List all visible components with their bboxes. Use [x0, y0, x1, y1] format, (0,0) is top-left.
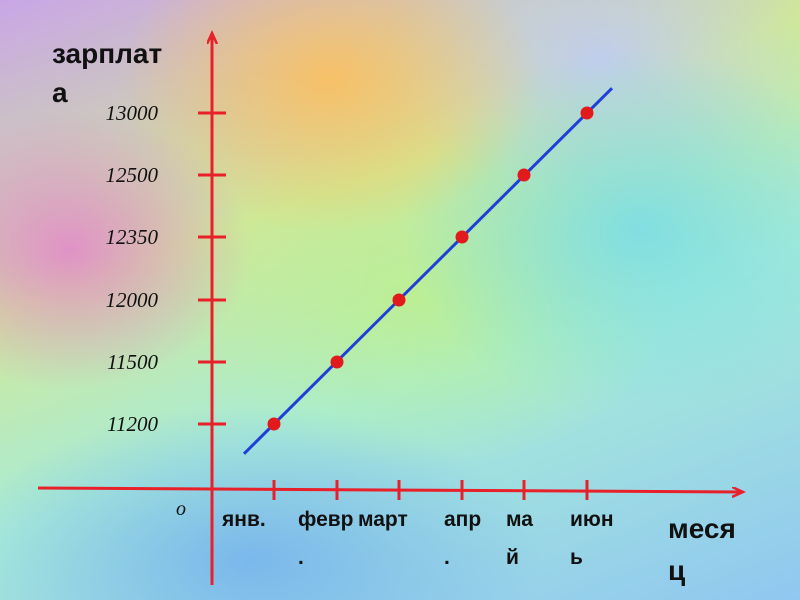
y-tick-label: 12000 [106, 288, 159, 312]
data-point-6 [580, 106, 594, 120]
data-point-4 [455, 230, 469, 244]
y-axis-title-line1: зарплат [52, 38, 162, 69]
series-line [242, 87, 614, 455]
origin-label: о [176, 498, 186, 520]
x-tick-label-4-part2: . [444, 546, 450, 569]
x-axis [37, 486, 742, 492]
x-tick-label-1-part1: янв. [221, 508, 266, 531]
data-point-1 [267, 417, 281, 431]
y-tick-label: 12350 [106, 225, 159, 249]
x-axis-title-line1: меся [668, 513, 736, 544]
x-tick-label-4-part1: апр [444, 508, 481, 531]
y-tick-label: 12500 [106, 163, 159, 187]
data-point-5 [517, 168, 531, 182]
y-tick-label: 13000 [106, 101, 159, 125]
x-tick-label-2-part1: февр [298, 508, 354, 531]
y-axis-title-line2: а [52, 77, 68, 108]
x-tick-label-5-part2: й [506, 546, 519, 569]
y-tick-label: 11500 [107, 350, 158, 374]
data-point-3 [392, 293, 406, 307]
x-tick-label-3-part1: март [358, 508, 408, 531]
x-tick-label-2-part2: . [298, 546, 304, 569]
data-point-2 [330, 355, 344, 369]
y-tick-label: 11200 [107, 412, 158, 436]
x-tick-label-6-part2: ь [570, 546, 583, 569]
x-tick-label-5-part1: ма [506, 508, 533, 531]
x-axis-title-line2: ц [668, 555, 685, 586]
x-tick-label-6-part1: июн [570, 508, 614, 531]
